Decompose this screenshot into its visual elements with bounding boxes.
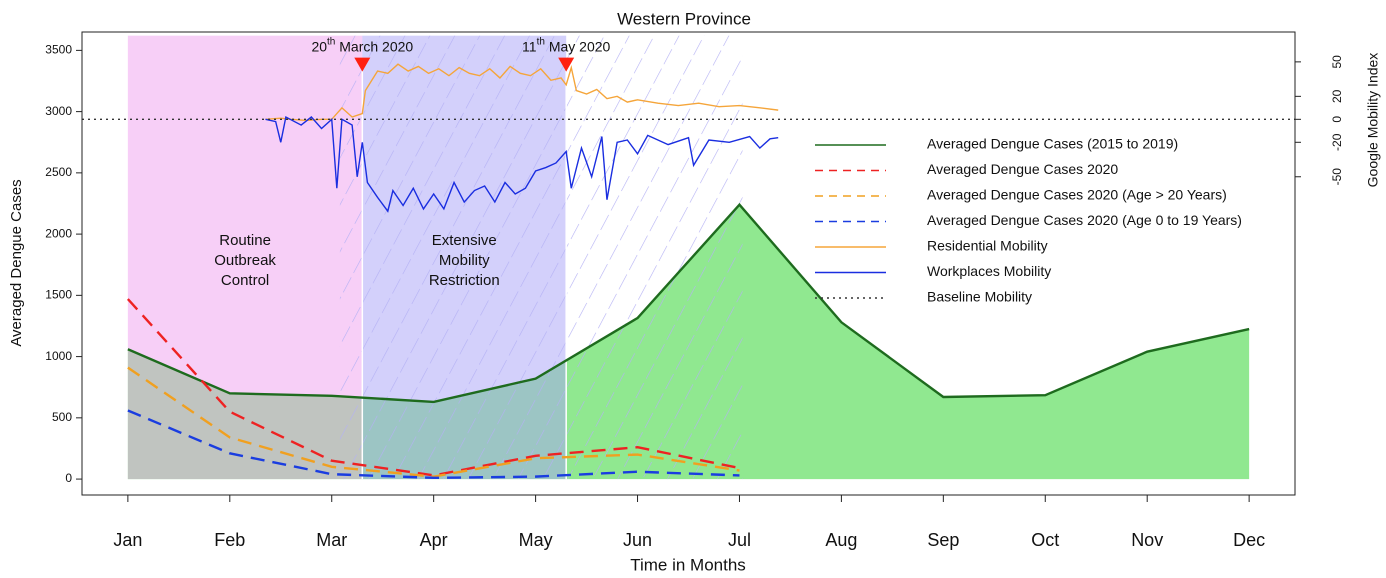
y2-axis-title: Google Mobility Index: [1365, 53, 1381, 188]
marker-label-part: th: [537, 36, 545, 47]
series-line: [127, 366, 740, 478]
region-label: Restriction: [429, 272, 500, 289]
x-tick-label: Jan: [113, 530, 142, 550]
marker-label-part: 11: [522, 38, 537, 54]
marker-label: 20th March 2020: [311, 36, 413, 54]
x-tick-label: Nov: [1131, 530, 1163, 550]
y-tick-label: 500: [52, 410, 72, 424]
region-label: Routine: [219, 232, 271, 249]
x-tick-label: Feb: [214, 530, 245, 550]
shaded-region: [127, 35, 363, 480]
legend-label: Averaged Dengue Cases 2020 (Age 0 to 19 …: [927, 212, 1242, 228]
region-label: Extensive: [432, 232, 497, 249]
x-tick-label: Aug: [825, 530, 857, 550]
y-tick-label: 3500: [45, 43, 72, 57]
y-tick-label: 1500: [45, 288, 72, 302]
region-label: Mobility: [439, 252, 490, 269]
y-axis-title: Averaged Dengue Cases: [8, 179, 25, 346]
legend-label: Baseline Mobility: [927, 289, 1032, 305]
y-tick-label: 1000: [45, 349, 72, 363]
series-line: [127, 202, 1250, 404]
y2-tick-label: 0: [1330, 116, 1344, 123]
x-axis-title: Time in Months: [630, 555, 746, 574]
y-tick-label: 0: [65, 471, 72, 485]
marker: [354, 57, 371, 72]
y2-tick-label: -20: [1330, 133, 1344, 151]
x-tick-label: Jun: [623, 530, 652, 550]
y-tick-label: 2000: [45, 226, 72, 240]
x-tick-label: Mar: [316, 530, 347, 550]
legend-label: Averaged Dengue Cases (2015 to 2019): [927, 136, 1178, 152]
y2-tick-label: 20: [1330, 89, 1344, 103]
legend-label: Averaged Dengue Cases 2020 (Age > 20 Yea…: [927, 187, 1227, 203]
x-tick-label: Dec: [1233, 530, 1265, 550]
legend-label: Averaged Dengue Cases 2020: [927, 161, 1118, 177]
x-tick-label: Apr: [420, 530, 448, 550]
y2-tick-label: 50: [1330, 55, 1344, 69]
region-label: Outbreak: [214, 252, 276, 269]
y-tick-label: 2500: [45, 165, 72, 179]
region-label: Control: [221, 272, 269, 289]
lines: [82, 63, 1295, 480]
series-line: [265, 115, 779, 213]
x-tick-label: Sep: [927, 530, 959, 550]
x-tick-label: Oct: [1031, 530, 1059, 550]
series-line: [127, 409, 740, 480]
x-tick-label: May: [519, 530, 553, 550]
marker-label-part: March 2020: [335, 38, 413, 54]
legend-label: Residential Mobility: [927, 238, 1048, 254]
marker: [558, 57, 575, 72]
series-line: [126, 298, 740, 477]
marker-label-part: 20: [311, 38, 327, 54]
regions: [127, 35, 1250, 480]
x-tick-label: Jul: [728, 530, 751, 550]
marker-label-part: th: [327, 36, 335, 47]
hatched-region: [339, 35, 743, 480]
chart-title: Western Province: [617, 9, 751, 28]
axes: [76, 31, 1301, 502]
marker-label-part: May 2020: [545, 38, 611, 54]
plot-frame: [81, 31, 1296, 496]
marker-label: 11th May 2020: [522, 36, 610, 54]
y-tick-label: 3000: [45, 104, 72, 118]
legend-label: Workplaces Mobility: [927, 263, 1051, 279]
y2-tick-label: -50: [1330, 168, 1344, 186]
series-line: [265, 63, 779, 122]
